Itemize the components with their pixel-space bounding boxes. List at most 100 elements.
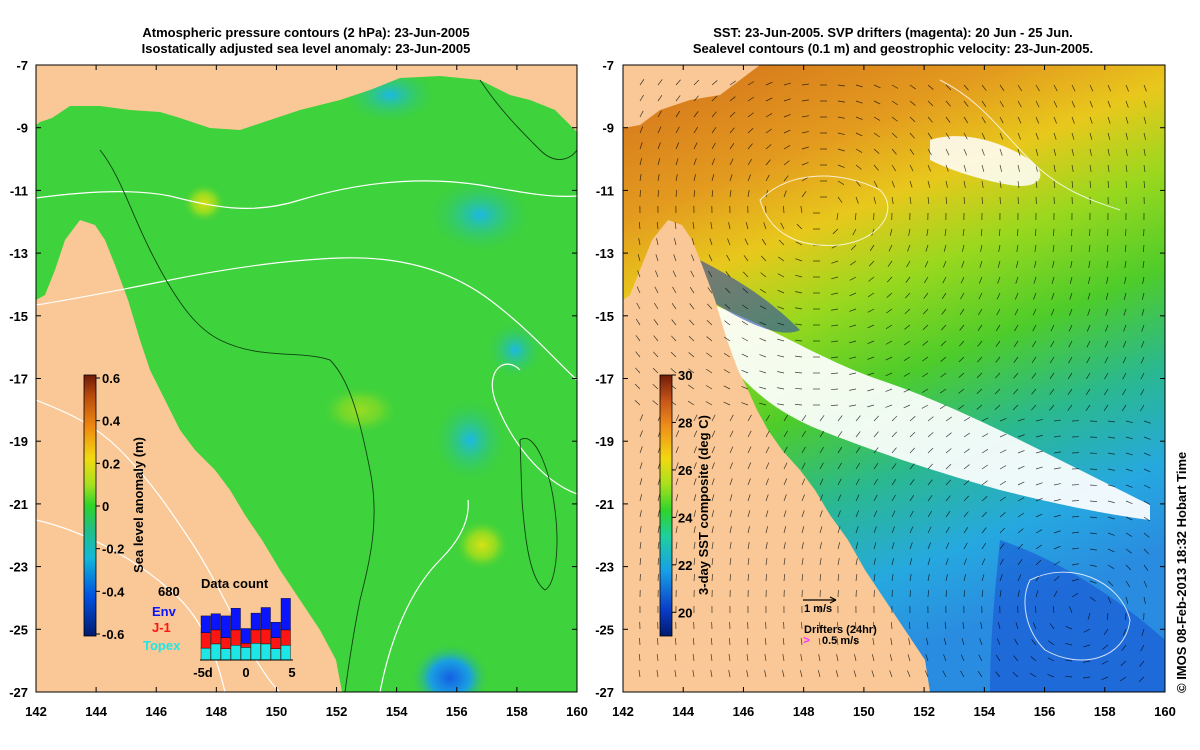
velocity-arrow [765,494,769,502]
velocity-arrow [850,260,857,266]
sla-colorbar: 0.6 0.4 0.2 0 -0.2 -0.4 -0.6 Sea level anomaly… [83,371,146,642]
velocity-arrow [1085,404,1091,411]
velocity-arrow [652,400,659,406]
velocity-arrow [759,305,767,310]
velocity-arrow [837,431,843,438]
velocity-arrow [747,573,749,582]
velocity-arrow [729,446,734,454]
velocity-arrow [639,79,645,86]
velocity-arrow [783,190,787,198]
velocity-arrow [978,654,983,662]
velocity-arrow [1014,324,1019,332]
velocity-arrow [924,276,929,284]
velocity-arrow [963,132,968,140]
velocity-arrow [1122,388,1127,396]
velocity-arrow [923,292,929,299]
velocity-arrow [941,308,947,315]
velocity-arrow [1083,644,1091,648]
velocity-arrow [747,174,751,182]
velocity-arrow [710,637,713,646]
sea-level-anomaly-map [36,65,577,692]
velocity-scale: 1 m/s [803,596,837,615]
velocity-arrow [1143,532,1150,538]
velocity-arrow [978,292,983,300]
velocity-arrow [1143,132,1146,140]
velocity-arrow [976,388,983,394]
velocity-arrow [885,356,893,361]
velocity-arrow [999,84,1005,91]
velocity-arrow [1125,484,1133,488]
data-count-bar-j1 [250,629,261,644]
velocity-arrow [1050,324,1055,332]
velocity-arrow [963,574,967,582]
velocity-arrow [1071,164,1074,172]
velocity-arrow [675,126,680,134]
velocity-arrow [1107,516,1115,520]
velocity-arrow [801,146,809,150]
velocity-arrow [1125,100,1129,108]
velocity-arrow [724,287,731,294]
velocity-arrow [909,574,912,582]
velocity-arrow [960,276,965,284]
velocity-arrow [711,127,717,134]
velocity-arrow [746,670,749,678]
velocity-arrow [944,228,947,236]
velocity-arrow [1107,148,1110,156]
lat-tick-label: -11 [10,183,28,198]
velocity-arrow [1015,276,1019,284]
velocity-arrow [1069,292,1073,300]
velocity-arrow [1035,544,1042,550]
velocity-arrow [1141,308,1145,316]
credit-text: © IMOS 08-Feb-2013 18:32 Hobart Time [1174,452,1189,693]
velocity-arrow [1141,628,1145,636]
sla-colorbar-ticks: 0.6 0.4 0.2 0 -0.2 -0.4 -0.6 [96,371,125,642]
lon-tick-label: 156 [446,704,468,719]
colorbar-tick-label: -0.4 [102,584,125,599]
velocity-arrow [639,462,643,470]
data-count-bar-j1 [240,643,251,648]
velocity-arrow [690,270,695,278]
velocity-arrow [801,162,809,166]
velocity-arrow [888,244,893,252]
velocity-arrow [909,196,912,204]
velocity-arrow [873,148,880,154]
velocity-arrow [1031,372,1037,379]
velocity-arrow [836,638,839,646]
velocity-arrow [1086,372,1091,380]
velocity-arrow [1053,530,1061,534]
velocity-arrow [871,654,875,662]
lon-tick-label: 160 [566,704,588,719]
data-count-bar-j1 [220,637,231,649]
velocity-arrow [687,400,695,406]
velocity-arrow [1069,606,1073,614]
shelf-contour [99,149,375,692]
velocity-arrow [1065,659,1073,662]
velocity-arrow [854,654,857,662]
velocity-arrow [849,356,857,360]
velocity-arrow [729,414,734,422]
velocity-arrow [711,142,716,150]
velocity-arrow [801,115,809,118]
velocity-arrow [945,116,951,123]
velocity-arrow [981,180,984,188]
sla-dark-blue-anomaly [410,643,490,692]
velocity-arrow [922,356,929,362]
velocity-arrow [759,402,767,406]
velocity-arrow [657,79,663,86]
velocity-arrow [747,462,752,470]
velocity-arrow [764,670,767,678]
velocity-arrow [688,368,695,374]
velocity-arrow [873,84,881,89]
velocity-arrow [999,449,1007,454]
velocity-arrow [927,510,932,518]
velocity-arrow [1017,481,1025,486]
velocity-arrow [849,276,857,281]
velocity-arrow [903,372,911,377]
velocity-arrow [995,654,1001,662]
velocity-arrow [1140,404,1145,412]
velocity-arrow [777,371,785,374]
velocity-arrow [747,446,752,454]
velocity-arrow [927,447,934,454]
sst-cloud-gap [930,136,1041,186]
velocity-arrow [963,100,969,107]
